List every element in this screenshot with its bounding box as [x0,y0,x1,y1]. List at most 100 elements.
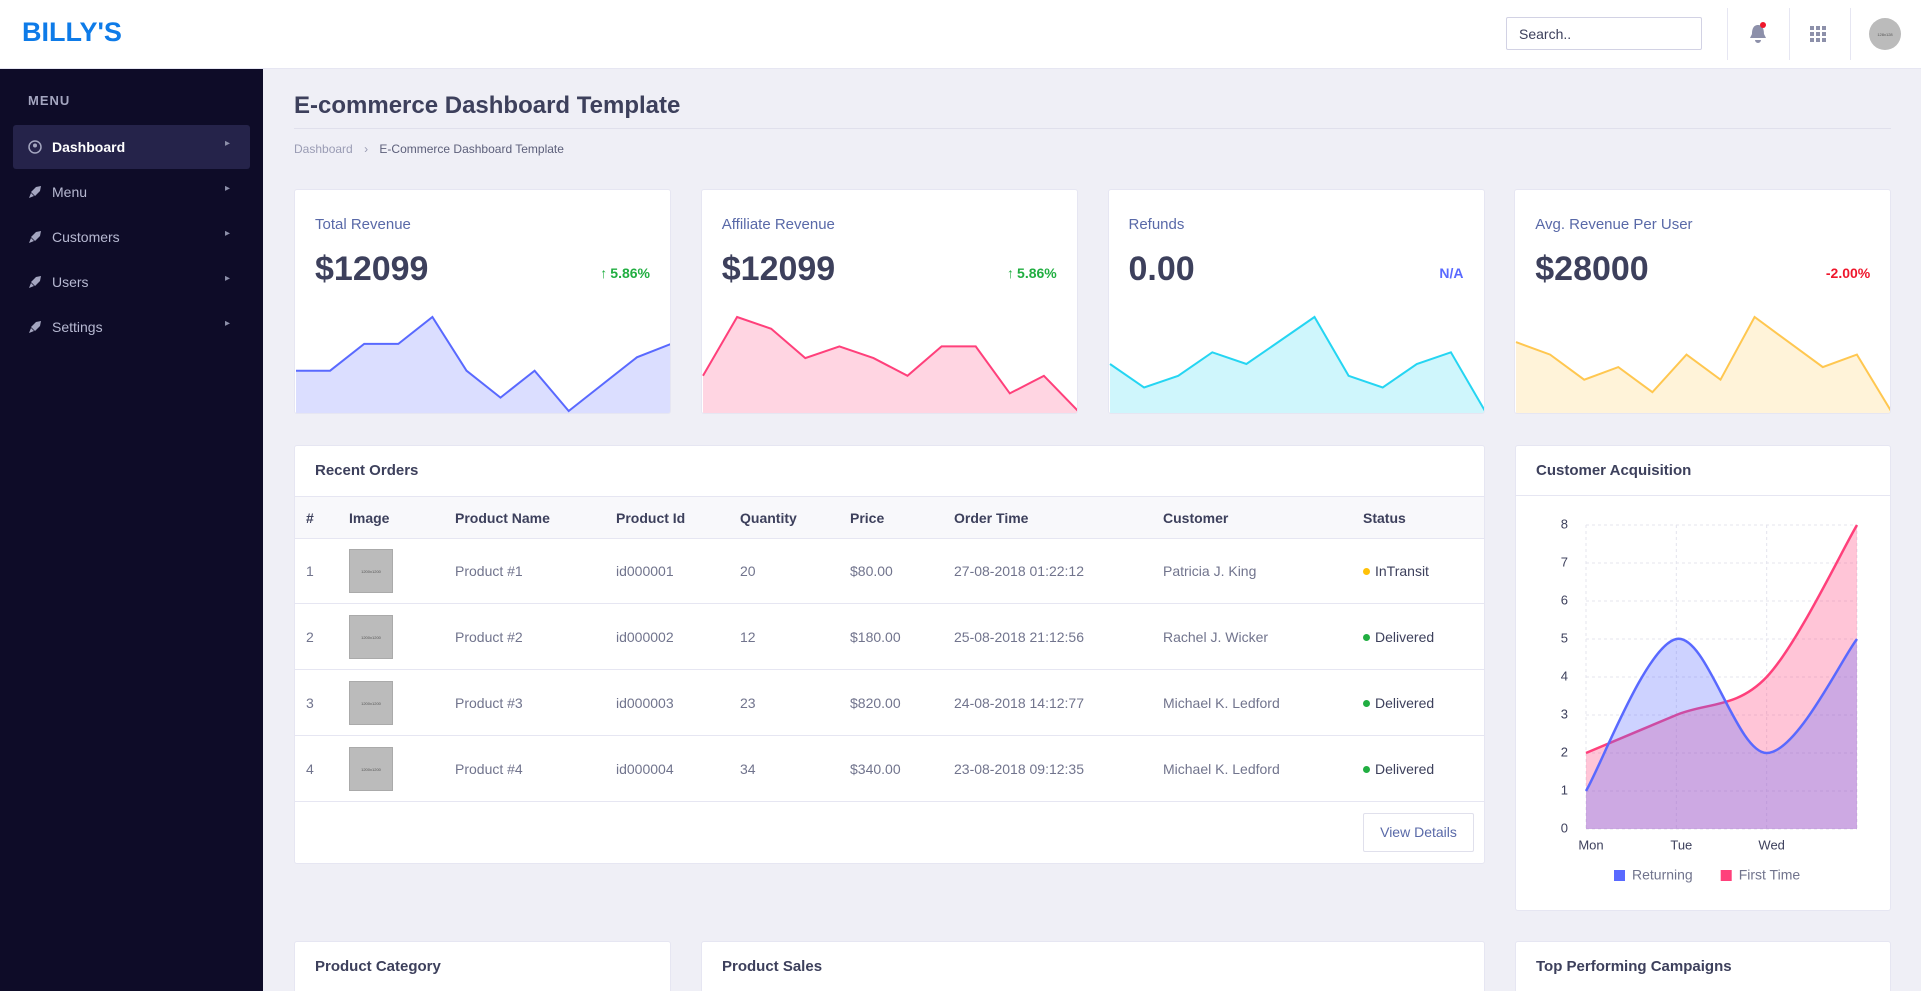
status-dot [1363,766,1370,773]
avatar[interactable]: 128x128 [1869,18,1901,50]
kpi-card: Affiliate Revenue $12099 ↑ 5.86% [700,189,1078,414]
status: Delivered [1363,629,1434,645]
column-header: Quantity [740,510,797,526]
cell: $80.00 [850,563,893,579]
sparkline [701,315,1077,413]
status-dot [1363,568,1370,575]
brand[interactable]: BILLY'S [22,17,122,47]
status-text: Delivered [1375,629,1435,645]
cell: id000002 [616,629,674,645]
card-title: Recent Orders [315,462,419,479]
view-details-button[interactable]: View Details [1363,813,1474,852]
cell: $820.00 [850,695,901,711]
y-tick-label: 6 [1561,592,1568,607]
menu-icon [29,276,41,288]
y-tick-label: 5 [1561,630,1568,645]
image-text: 1200x1200 [361,634,381,640]
image-text: 1200x1200 [361,568,381,574]
card-title: Affiliate Revenue [721,216,835,233]
sparkline-area [1109,317,1484,413]
divider [1789,8,1790,60]
card-title: Refunds [1128,216,1185,233]
section-card: Top Performing Campaigns [1515,941,1891,991]
cell: Product #1 [455,563,523,579]
y-tick-label: 8 [1561,516,1568,531]
menu-icon [29,231,41,243]
menu-caret: ▸ [224,318,230,329]
x-tick-label: Mon [1578,837,1603,852]
legend-swatch [1614,870,1625,881]
menu-label: Customers [52,229,120,245]
row-rule [295,801,1484,802]
breadcrumb-link[interactable]: Dashboard [294,142,353,156]
menu-label: Settings [52,319,103,335]
card-value: $12099 [315,250,429,288]
bell-icon[interactable] [1748,22,1768,44]
card-title: Top Performing Campaigns [1536,958,1732,975]
cell: $180.00 [850,629,901,645]
bell [1750,25,1766,43]
column-header: # [306,510,314,526]
kpi-card: Total Revenue $12099 ↑ 5.86% [294,189,671,414]
menu-item[interactable]: Dashboard ▸ [13,125,250,169]
cell: 12 [740,629,756,645]
card-value: $28000 [1535,250,1649,288]
section-card: Product Sales [701,941,1485,991]
card-change: ↑ 5.86% [600,265,650,281]
cell: Product #2 [455,629,523,645]
status: InTransit [1363,563,1429,579]
cell: 27-08-2018 01:22:12 [954,563,1084,579]
menu-caret: ▸ [224,138,230,149]
sparkline-line [701,315,1077,412]
cell: 25-08-2018 21:12:56 [954,629,1084,645]
row-rule [295,603,1484,604]
orders-card: Recent Orders # Image Product Name Product I… [294,445,1485,864]
y-tick-label: 4 [1561,668,1568,683]
status-dot [1363,634,1370,641]
status-text: Delivered [1375,695,1435,711]
product-image: 1200x1200 [349,747,393,791]
menu-item[interactable]: Users ▸ [13,260,250,304]
divider [1727,8,1728,60]
menu-item[interactable]: Settings ▸ [13,305,250,349]
icon-shape [29,276,41,288]
table-header-bg [295,496,1484,539]
status-text: InTransit [1375,563,1429,579]
change-value: 5.86% [1017,265,1057,281]
menu-item[interactable]: Menu ▸ [13,170,250,214]
card-value: 0.00 [1128,250,1195,288]
menu-label: Menu [52,184,88,200]
status: Delivered [1363,695,1434,711]
menu-caret: ▸ [224,273,230,284]
menu-label: Dashboard [52,139,126,155]
bell-dot [1760,22,1766,28]
sparkline-area [296,317,670,413]
product-image: 1200x1200 [349,681,393,725]
cell: 3 [306,695,314,711]
status: Delivered [1363,761,1434,777]
acquisition-card: Customer Acquisition 0 1 2 3 4 5 6 7 8 Mon Tue Wed Re… [1515,445,1891,911]
image-text: 1200x1200 [361,700,381,706]
card-change: ↑ 5.86% [1007,265,1057,281]
menu-item[interactable]: Customers ▸ [13,215,250,259]
menu-icon [29,186,41,198]
change-value: -2.00% [1825,265,1871,281]
column-header: Product Id [616,510,686,526]
icon-shape [29,231,41,243]
search-box[interactable]: Search.. [1506,17,1702,50]
cell: id000004 [616,761,674,777]
column-header: Status [1363,510,1406,526]
apps-icon[interactable] [1810,26,1826,42]
breadcrumb-current: E-Commerce Dashboard Template [379,142,564,156]
cell: 34 [740,761,756,777]
sparkline [1515,315,1891,413]
breadcrumb-sep: › [364,142,369,156]
cell: Michael K. Ledford [1163,695,1280,711]
menu-icon [28,140,42,154]
series-area [1586,638,1857,829]
legend-label: First Time [1739,867,1801,883]
cell: 23 [740,695,756,711]
cell: Product #3 [455,695,523,711]
kpi-card: Avg. Revenue Per User $28000 -2.00% [1514,189,1892,414]
cell: id000003 [616,695,674,711]
